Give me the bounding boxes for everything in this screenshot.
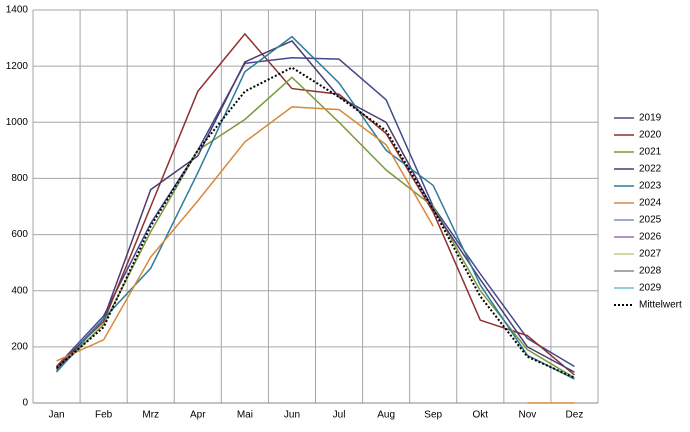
x-tick-label: Feb: [95, 410, 113, 421]
series-line: [56, 32, 575, 376]
y-tick-label: 600: [11, 229, 28, 240]
y-tick-label: 200: [11, 341, 28, 352]
series-line: [56, 76, 575, 379]
series-line: [55, 35, 575, 380]
x-tick-label: Jun: [284, 410, 300, 421]
legend-label: 2023: [639, 181, 662, 192]
series-line: [55, 39, 575, 373]
x-tick-label: Jul: [333, 410, 346, 421]
legend-label: 2026: [639, 232, 662, 243]
x-tick-label: Mai: [237, 410, 253, 421]
y-tick-label: 400: [11, 285, 28, 296]
y-tick-label: 0: [22, 398, 28, 409]
y-tick-label: 1200: [6, 61, 29, 72]
legend-label: 2021: [639, 147, 662, 158]
x-tick-label: Jan: [48, 410, 64, 421]
legend-label: 2025: [639, 215, 662, 226]
y-tick-label: 800: [11, 173, 28, 184]
x-tick-label: Sep: [424, 410, 442, 421]
y-tick-label: 1400: [6, 5, 29, 16]
x-tick-label: Nov: [518, 410, 536, 421]
x-tick-label: Dez: [566, 410, 584, 421]
legend-label: 2024: [639, 198, 662, 209]
legend-label: 2019: [639, 113, 662, 124]
x-tick-label: Okt: [473, 410, 489, 421]
x-tick-label: Apr: [190, 410, 206, 421]
legend-label: 2020: [639, 130, 662, 141]
x-tick-label: Mrz: [142, 410, 159, 421]
x-tick-label: Aug: [377, 410, 395, 421]
legend-label: 2022: [639, 164, 662, 175]
legend-label: 2028: [639, 266, 662, 277]
legend-label: 2027: [639, 249, 662, 260]
series-line: [56, 106, 575, 404]
y-tick-label: 1000: [6, 117, 29, 128]
series-line: [55, 56, 575, 368]
legend-label: Mittelwert: [639, 300, 682, 311]
legend-label: 2029: [639, 283, 662, 294]
